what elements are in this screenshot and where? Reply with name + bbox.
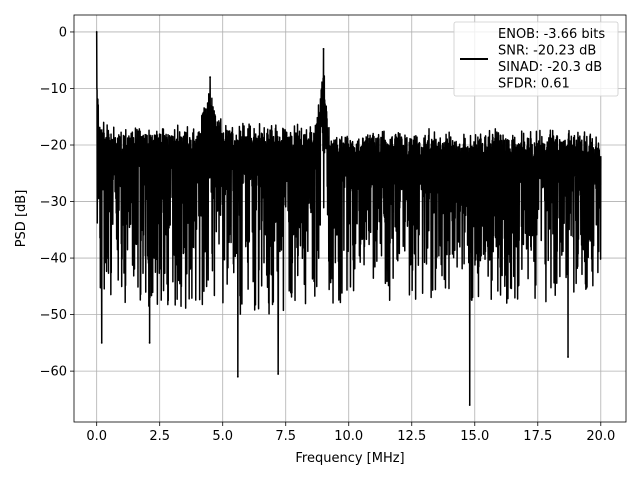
psd-dip-point bbox=[100, 341, 103, 344]
legend-text-sinad: SINAD: -20.3 dB bbox=[498, 60, 602, 75]
y-tick-label: −50 bbox=[40, 308, 67, 323]
legend-text-snr: SNR: -20.23 dB bbox=[498, 44, 596, 59]
psd-dip-point bbox=[567, 356, 569, 358]
y-axis-label: PSD [dB] bbox=[14, 190, 29, 248]
x-tick-label: 12.5 bbox=[397, 429, 426, 444]
psd-dip-point bbox=[148, 341, 151, 344]
legend-box bbox=[453, 21, 619, 97]
legend: ENOB: -3.66 bits SNR: -20.23 dB SINAD: -… bbox=[453, 21, 619, 97]
x-tick-label: 20.0 bbox=[586, 429, 615, 444]
x-tick-label: 0.0 bbox=[86, 429, 107, 444]
plot-area bbox=[95, 31, 602, 406]
psd-dip-point bbox=[468, 404, 471, 406]
x-axis-label: Frequency [MHz] bbox=[295, 451, 404, 466]
y-tick-label: −40 bbox=[40, 252, 67, 267]
legend-text-sfdr: SFDR: 0.61 bbox=[498, 77, 570, 92]
y-tick-label: −20 bbox=[40, 139, 67, 154]
psd-series-line bbox=[95, 31, 602, 406]
x-tick-label: 17.5 bbox=[523, 429, 552, 444]
x-tick-label: 10.0 bbox=[334, 429, 363, 444]
psd-peak-point bbox=[209, 76, 212, 79]
x-tick-label: 5.0 bbox=[212, 429, 233, 444]
y-tick-label: −60 bbox=[40, 365, 67, 380]
x-ticks: 0.0 2.5 5.0 7.5 10.0 12.5 15.0 17.5 20.0 bbox=[86, 422, 615, 444]
x-tick-label: 2.5 bbox=[149, 429, 170, 444]
x-tick-label: 15.0 bbox=[460, 429, 489, 444]
x-tick-label: 7.5 bbox=[275, 429, 296, 444]
psd-peak-point bbox=[322, 48, 325, 50]
y-tick-label: −10 bbox=[40, 82, 67, 97]
psd-peak-point bbox=[95, 31, 98, 33]
legend-text-enob: ENOB: -3.66 bits bbox=[498, 27, 605, 42]
y-tick-label: −30 bbox=[40, 195, 67, 210]
axes-frame bbox=[73, 14, 627, 423]
y-ticks: 0 −10 −20 −30 −40 −50 −60 bbox=[40, 25, 74, 380]
y-tick-label: 0 bbox=[59, 25, 67, 40]
psd-dip-point bbox=[277, 373, 280, 375]
psd-dip-point bbox=[236, 375, 239, 378]
